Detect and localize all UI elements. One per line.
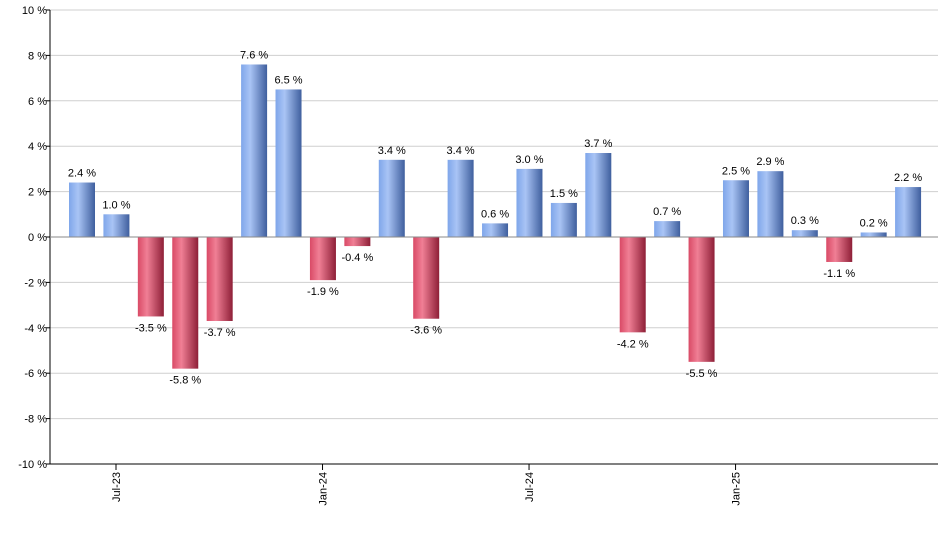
x-tick-label: Jul-24	[524, 472, 536, 502]
data-label: 1.0 %	[102, 199, 130, 211]
data-label: 0.6 %	[481, 208, 509, 220]
data-label: 2.9 %	[756, 156, 784, 168]
y-tick-label: -6 %	[24, 368, 47, 380]
data-label: -0.4 %	[341, 252, 373, 264]
bar	[688, 237, 715, 362]
bar	[482, 223, 509, 237]
x-tick-label: Jan-24	[318, 472, 330, 506]
bar	[654, 221, 681, 237]
data-label: -1.9 %	[307, 286, 339, 298]
data-label: 7.6 %	[240, 49, 268, 61]
y-tick-label: 4 %	[28, 141, 47, 153]
data-label: -3.5 %	[135, 322, 167, 334]
data-label: 0.2 %	[860, 217, 888, 229]
x-tick-labels: Jul-23 Jan-24 Jul-24 Jan-25	[111, 464, 743, 506]
bar	[447, 159, 474, 237]
data-label: -3.6 %	[410, 325, 442, 337]
bar	[69, 182, 95, 237]
axes-group	[46, 9, 938, 465]
bar	[826, 237, 853, 262]
bar	[378, 159, 405, 237]
bar	[206, 237, 233, 321]
bar	[516, 168, 543, 237]
data-label: -5.8 %	[169, 375, 201, 387]
bar	[241, 64, 268, 237]
bar	[722, 180, 749, 237]
data-label: 1.5 %	[550, 188, 578, 200]
bar	[757, 171, 784, 237]
data-label: 2.4 %	[68, 168, 96, 180]
y-tick-label: 0 %	[28, 232, 47, 244]
bar	[103, 214, 130, 237]
x-tick-label: Jan-25	[731, 472, 743, 506]
y-tick-label: 10 %	[22, 5, 47, 17]
y-tick-label: -2 %	[24, 277, 47, 289]
bar	[413, 237, 440, 319]
data-label: 2.2 %	[894, 172, 922, 184]
bar	[172, 237, 199, 369]
bar	[619, 237, 646, 333]
y-tick-label: 2 %	[28, 187, 47, 199]
bar	[137, 237, 164, 317]
x-tick-label: Jul-23	[111, 472, 123, 502]
data-label: 3.7 %	[584, 138, 612, 150]
bar	[550, 202, 577, 237]
bar	[344, 237, 371, 247]
y-tick-label: -8 %	[24, 414, 47, 426]
bar	[860, 232, 887, 237]
data-label: -1.1 %	[823, 268, 855, 280]
y-tick-label: 8 %	[28, 50, 47, 62]
data-label: 3.4 %	[447, 145, 475, 157]
bar	[791, 230, 818, 237]
bar	[275, 89, 302, 237]
data-label: -4.2 %	[617, 338, 649, 350]
bars-group	[69, 64, 922, 369]
bar	[895, 187, 922, 237]
y-tick-label: 6 %	[28, 96, 47, 108]
bar	[309, 237, 336, 281]
bar	[585, 153, 612, 237]
data-label: 0.7 %	[653, 206, 681, 218]
data-label: 0.3 %	[791, 215, 819, 227]
data-label: -3.7 %	[204, 327, 236, 339]
y-tick-labels: 10 % 8 % 6 % 4 % 2 % 0 % -2 % -4 % -6 % -8 % -10 %	[18, 5, 47, 471]
data-label: 3.4 %	[378, 145, 406, 157]
data-label: 2.5 %	[722, 165, 750, 177]
data-labels-group: 2.4 % 1.0 % -3.5 % -5.8 % -3.7 % 7.6 % 6.5 % -1…	[68, 49, 922, 386]
data-label: 6.5 %	[274, 74, 302, 86]
data-label: 3.0 %	[515, 154, 543, 166]
y-tick-label: -10 %	[18, 459, 47, 471]
y-tick-label: -4 %	[24, 323, 47, 335]
data-label: -5.5 %	[686, 368, 718, 380]
